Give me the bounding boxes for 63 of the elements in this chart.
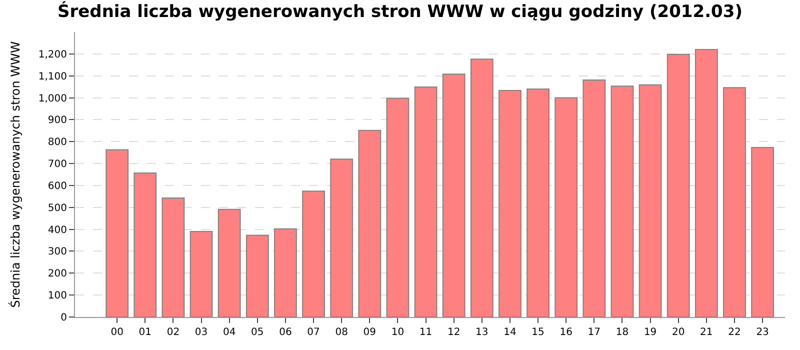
x-tick-label: 23 (756, 327, 769, 338)
bar (162, 197, 185, 317)
y-tick-label: 400 (48, 224, 67, 236)
bar (470, 58, 494, 317)
bar (694, 49, 718, 317)
bar (358, 130, 382, 317)
bar (386, 98, 410, 317)
x-tick-label: 13 (476, 327, 488, 338)
x-tick-label: 10 (391, 327, 404, 338)
x-tick-label: 00 (110, 327, 124, 338)
x-tick-label: 20 (672, 327, 685, 338)
x-tick-label: 14 (504, 327, 516, 338)
y-tick-label: 1,100 (38, 71, 67, 82)
x-tick-label: 02 (166, 327, 180, 338)
y-tick-label: 700 (48, 159, 67, 170)
bar (442, 74, 466, 317)
chart-title: Średnia liczba wygenerowanych stron WWW w ciągu godziny (2012.03) (58, 1, 742, 22)
y-tick-label: 900 (48, 115, 67, 126)
y-axis-title: Średnia liczba wygenerowanych stron WWW (8, 41, 23, 308)
y-tick-label: 800 (48, 137, 67, 148)
x-tick-label: 03 (194, 327, 208, 338)
x-tick-label: 09 (363, 327, 376, 338)
bar (666, 54, 690, 317)
y-tick-label: 1,000 (38, 93, 67, 104)
x-tick-label: 17 (588, 327, 601, 338)
x-tick-label: 15 (532, 327, 544, 338)
y-tick-label: 100 (48, 290, 67, 302)
x-tick-label: 08 (335, 327, 348, 338)
y-tick-label: 200 (48, 268, 67, 280)
bar (218, 208, 241, 317)
x-tick-label: 11 (419, 327, 432, 338)
x-tick-label: 12 (447, 327, 460, 338)
bar (134, 172, 157, 317)
bar (246, 234, 269, 317)
bar (330, 158, 354, 317)
x-tick-label: 21 (700, 327, 713, 338)
bar (274, 228, 297, 317)
x-tick-label: 05 (251, 327, 264, 338)
x-tick-label: 18 (616, 327, 629, 338)
bar (723, 87, 746, 317)
bar (106, 149, 129, 317)
bar (498, 90, 522, 317)
y-tick-label: 600 (48, 180, 67, 192)
bar (190, 231, 213, 317)
bar (554, 97, 578, 317)
bar (582, 80, 606, 317)
x-tick-label: 06 (279, 327, 292, 338)
y-tick-label: 300 (48, 246, 67, 258)
y-tick-label: 0 (60, 312, 67, 324)
bar (302, 190, 325, 317)
x-tick-label: 04 (222, 327, 236, 338)
bar (610, 86, 634, 317)
y-tick-label: 500 (48, 202, 67, 214)
y-tick-label: 1,200 (38, 49, 67, 60)
x-tick-label: 07 (307, 327, 320, 338)
x-tick-label: 01 (138, 327, 152, 338)
x-tick-label: 19 (644, 327, 657, 338)
x-tick-label: 22 (728, 327, 741, 338)
bar (526, 88, 550, 317)
bar (638, 84, 662, 317)
bar (751, 147, 774, 317)
x-tick-label: 16 (560, 327, 572, 338)
bar (414, 86, 438, 317)
